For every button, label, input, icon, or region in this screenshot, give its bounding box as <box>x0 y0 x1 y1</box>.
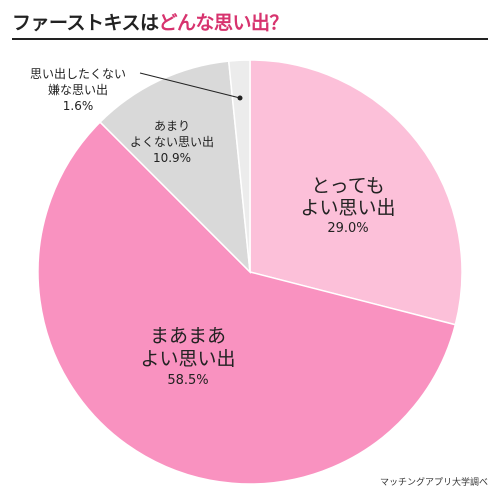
title-part-1: ファーストキスは <box>12 12 159 34</box>
slice-3-label-line1: 思い出したくない <box>30 67 126 81</box>
slice-0-label-line2: よい思い出 <box>300 197 395 219</box>
title-divider <box>12 38 488 40</box>
chart-title: ファーストキスはどんな思い出？ <box>12 8 288 35</box>
pie-slice-2 <box>99 60 251 275</box>
slice-3-label-line2: 嫌な思い出 <box>48 83 108 97</box>
pie-slice-1 <box>37 121 457 485</box>
slice-1-label-line1: まあまあ <box>150 325 226 347</box>
slice-3-pct: 1.6% <box>63 99 94 113</box>
pie-slice-3 <box>227 59 251 273</box>
source-note: マッチングアプリ大学調べ <box>379 478 488 488</box>
callout-line-1 <box>139 72 241 99</box>
slice-1-label-line2: よい思い出 <box>140 348 235 370</box>
slice-0-label-line1: とっても <box>311 175 385 197</box>
title-part-2: どんな思い出？ <box>158 12 288 34</box>
slice-1-pct: 58.5% <box>167 373 208 388</box>
callout-dot-1 <box>237 95 243 101</box>
slice-2-label-line2: よくない思い出 <box>130 135 214 149</box>
slice-0-pct: 29.0% <box>327 221 368 236</box>
slice-2-label-line1: あまり <box>154 119 190 133</box>
pie-slice-0 <box>249 59 463 326</box>
slice-2-pct: 10.9% <box>153 151 191 165</box>
